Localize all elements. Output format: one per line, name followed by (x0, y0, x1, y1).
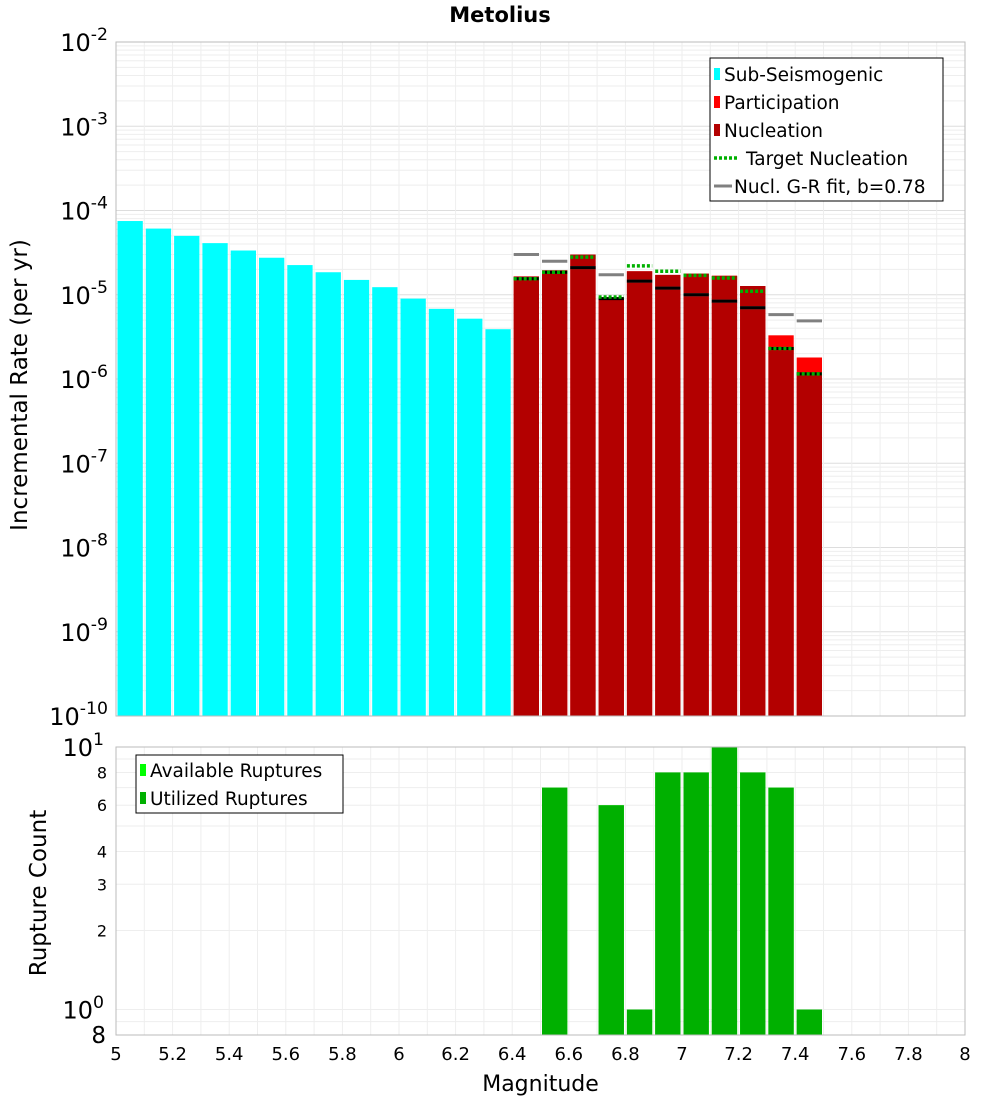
count-legend-label-0: Available Ruptures (150, 761, 322, 782)
x-axis-title: Magnitude (482, 1072, 599, 1097)
x-tick-label: 5.4 (215, 1044, 244, 1065)
count-y-tick-label: 101 (62, 730, 104, 762)
nucleation-bar (513, 276, 539, 716)
x-tick-label: 5.2 (158, 1044, 187, 1065)
nucleation-bar (796, 372, 822, 716)
rate-y-tick-label: 10-10 (49, 699, 108, 731)
count-y-tick-label: 4 (97, 842, 107, 861)
count-legend-box (135, 754, 344, 814)
rate-legend-box (709, 57, 944, 202)
sub-seismogenic-bar (259, 257, 285, 716)
nucleation-bar (570, 254, 596, 716)
x-tick-label: 8 (959, 1044, 970, 1065)
nucleation-bar (768, 346, 794, 716)
legend-label-4: Nucl. G-R fit, b=0.78 (734, 177, 926, 198)
legend-swatch-0 (714, 68, 720, 80)
sub-seismogenic-bar (145, 228, 172, 716)
rate-y-tick-label: 10-4 (60, 194, 108, 226)
x-tick-label: 7.4 (781, 1044, 810, 1065)
count-y-tick-label: 3 (97, 875, 107, 894)
utilized-ruptures-bar (626, 1009, 653, 1035)
chart-title: Metolius (449, 3, 550, 27)
x-tick-label: 7.8 (894, 1044, 923, 1065)
sub-seismogenic-bar (485, 329, 511, 716)
count-y-tick-label: 6 (97, 796, 107, 815)
rate-y-tick-label: 10-5 (60, 278, 108, 310)
rate-y-tick-label: 10-7 (60, 446, 108, 478)
nucleation-bar (740, 286, 766, 716)
x-tick-label: 6.8 (611, 1044, 640, 1065)
sub-seismogenic-bar (315, 272, 341, 716)
rate-plot: 10-2 10-3 10-4 10-5 10-6 10-7 10-8 10-9 10-10 Inc… (7, 25, 966, 731)
rate-y-tick-label: 10-3 (60, 109, 108, 141)
sub-seismogenic-bar (202, 243, 228, 716)
rate-y-tick-label: 10-9 (60, 615, 108, 647)
sub-seismogenic-bar (457, 318, 483, 716)
rate-y-axis-title: Incremental Rate (per yr) (7, 239, 33, 531)
x-tick-label: 6.2 (441, 1044, 470, 1065)
count-legend-label-1: Utilized Ruptures (150, 789, 308, 810)
legend-label-3: Target Nucleation (745, 149, 908, 170)
rate-y-tick-label: 10-6 (60, 362, 108, 394)
count-y-tick-label: 8 (97, 763, 107, 782)
utilized-ruptures-bar (683, 772, 709, 1035)
x-tick-label: 7.2 (724, 1044, 753, 1065)
utilized-ruptures-bar (796, 1009, 822, 1035)
utilized-ruptures-bar (598, 805, 624, 1035)
utilized-ruptures-bar (768, 787, 794, 1035)
count-y-tick-label: 100 (62, 993, 104, 1025)
count-y-axis-title: Rupture Count (26, 810, 52, 976)
count-legend-swatch-1 (140, 792, 146, 804)
sub-seismogenic-bar (428, 308, 455, 716)
legend-swatch-2 (714, 124, 720, 136)
count-y-tick-label: 2 (97, 922, 107, 941)
utilized-ruptures-bar (542, 787, 568, 1035)
sub-seismogenic-bar (117, 221, 143, 716)
nucleation-bar (598, 297, 624, 716)
x-tick-label: 5.6 (271, 1044, 300, 1065)
nucleation-bar (655, 274, 681, 716)
utilized-ruptures-bar (740, 772, 766, 1035)
count-plot-frame (115, 746, 966, 1036)
x-tick-label: 6.4 (498, 1044, 527, 1065)
x-tick-label: 6 (393, 1044, 404, 1065)
nucleation-bar (711, 275, 738, 716)
sub-seismogenic-bar (400, 298, 426, 716)
legend-label-2: Nucleation (724, 121, 823, 142)
sub-seismogenic-bar (287, 265, 313, 716)
rate-y-tick-label: 10-8 (60, 531, 108, 563)
rate-plot-frame (115, 41, 966, 717)
x-tick-label: 5 (110, 1044, 121, 1065)
x-tick-label: 5.8 (328, 1044, 357, 1065)
nucleation-bar (626, 271, 653, 716)
count-legend-swatch-0 (140, 764, 146, 776)
count-y-tick-label: 8 (91, 1023, 106, 1049)
utilized-ruptures-bar (655, 772, 681, 1035)
sub-seismogenic-bar (230, 250, 256, 717)
nucleation-bar (542, 270, 568, 716)
x-tick-label: 7 (676, 1044, 687, 1065)
sub-seismogenic-bar (343, 279, 370, 716)
sub-seismogenic-bar (174, 235, 200, 717)
rate-y-tick-label: 10-2 (60, 25, 108, 57)
utilized-ruptures-bar (711, 747, 738, 1035)
x-tick-label: 7.6 (837, 1044, 866, 1065)
legend-label-0: Sub-Seismogenic (724, 65, 883, 86)
sub-seismogenic-bar (372, 287, 398, 716)
x-tick-label: 6.6 (554, 1044, 583, 1065)
legend-label-1: Participation (724, 93, 840, 114)
nucleation-bar (683, 273, 709, 716)
legend-swatch-1 (714, 96, 720, 108)
